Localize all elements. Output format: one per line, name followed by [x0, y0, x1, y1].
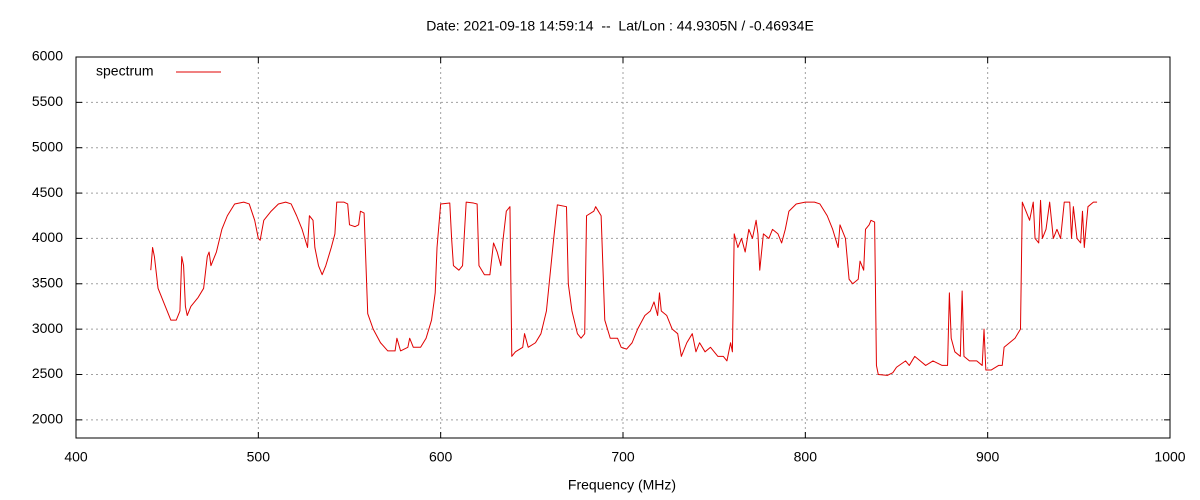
- legend-label: spectrum: [96, 63, 154, 79]
- y-tick-label: 3000: [32, 320, 63, 336]
- x-tick-label: 600: [429, 449, 453, 465]
- x-tick-label: 800: [794, 449, 818, 465]
- x-tick-label: 400: [64, 449, 88, 465]
- x-tick-label: 1000: [1154, 449, 1185, 465]
- x-tick-label: 700: [611, 449, 635, 465]
- y-tick-label: 3500: [32, 274, 63, 290]
- y-tick-label: 4500: [32, 184, 63, 200]
- x-tick-label: 500: [247, 449, 271, 465]
- plot-border: [75, 56, 1171, 439]
- chart-title: Date: 2021-09-18 14:59:14 -- Lat/Lon : 4…: [426, 18, 814, 34]
- series-line: [150, 199, 1098, 376]
- y-tick-label: 2500: [32, 365, 63, 381]
- y-tick-label: 6000: [32, 48, 63, 64]
- x-axis-label: Frequency (MHz): [568, 477, 676, 493]
- y-tick-label: 5000: [32, 138, 63, 154]
- y-tick-label: 5500: [32, 93, 63, 109]
- x-tick-label: 900: [976, 449, 1000, 465]
- y-tick-label: 2000: [32, 411, 63, 427]
- y-tick-label: 4000: [32, 229, 63, 245]
